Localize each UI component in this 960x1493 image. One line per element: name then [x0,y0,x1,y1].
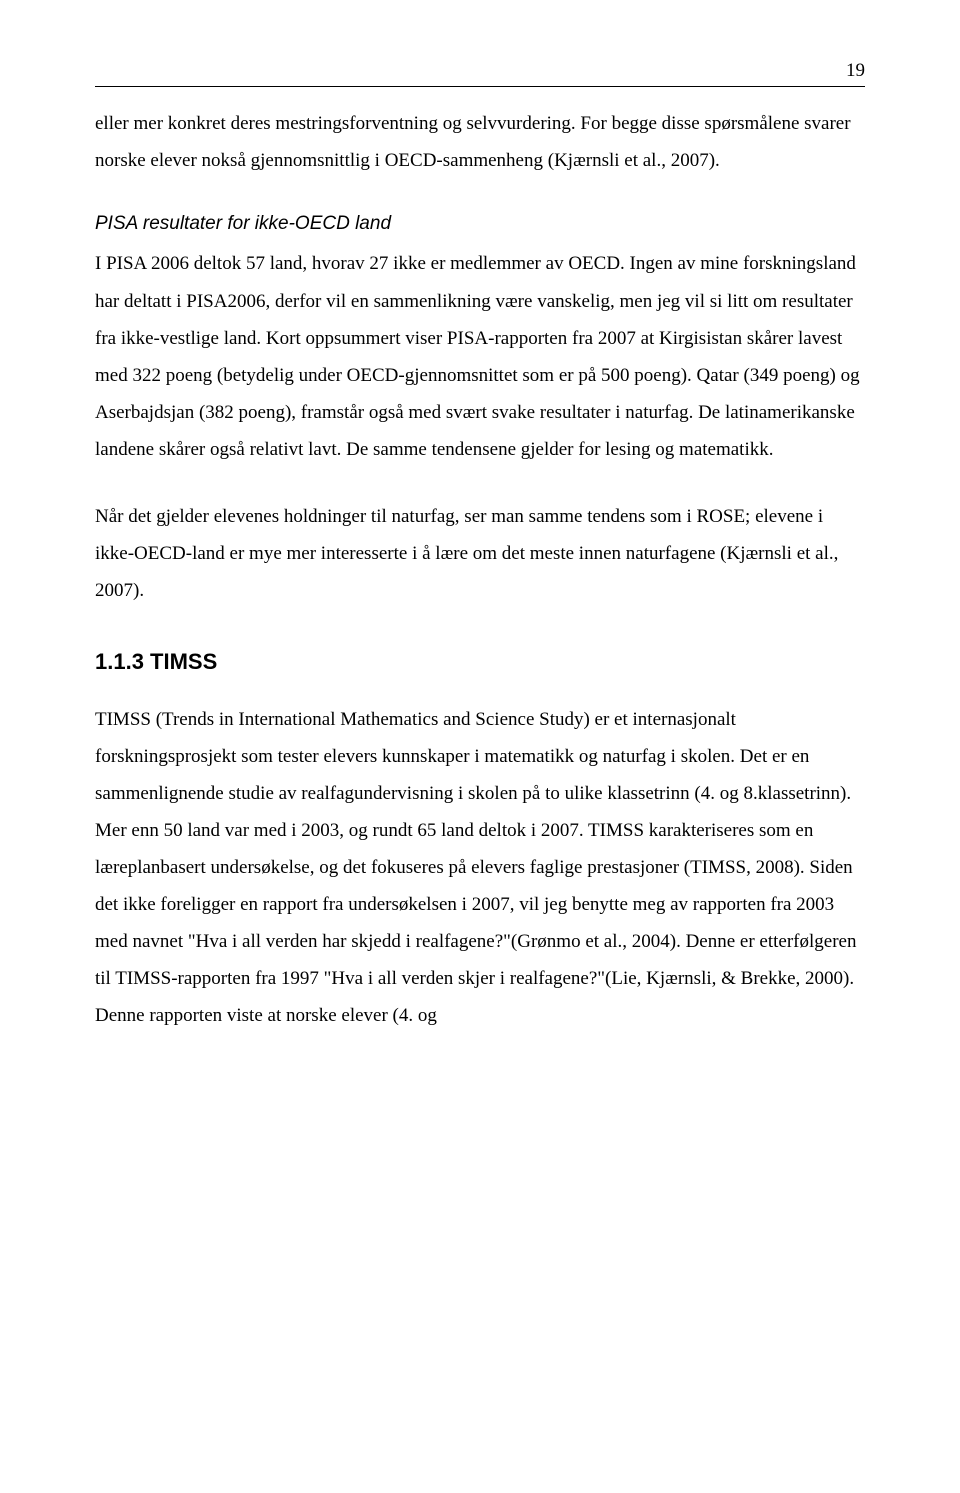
body-paragraph-2: I PISA 2006 deltok 57 land, hvorav 27 ik… [95,245,865,467]
section-heading-timss: 1.1.3 TIMSS [95,649,865,675]
document-page: 19 eller mer konkret deres mestringsforv… [0,0,960,1084]
body-paragraph-3: Når det gjelder elevenes holdninger til … [95,498,865,609]
page-number: 19 [95,60,865,82]
subheading-pisa: PISA resultater for ikke-OECD land [95,209,865,239]
header-rule [95,86,865,87]
body-paragraph-1: eller mer konkret deres mestringsforvent… [95,105,865,179]
body-paragraph-4: TIMSS (Trends in International Mathemati… [95,701,865,1034]
